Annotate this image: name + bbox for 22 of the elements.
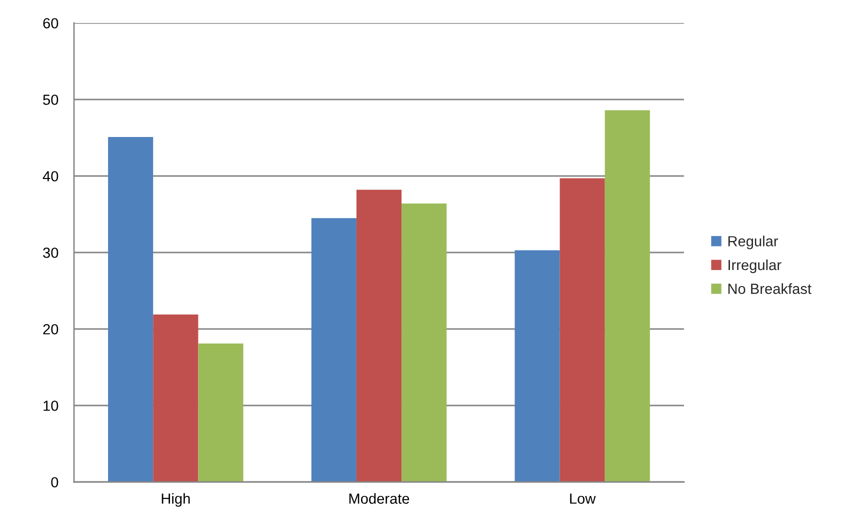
bar [604,110,650,482]
y-tick-label: 60 [43,18,58,28]
y-tick-label: 30 [43,248,58,258]
y-tick-label: 0 [51,477,58,488]
bar [560,178,605,482]
bar [514,250,560,482]
y-tick-label: 50 [43,94,58,105]
bar [311,218,356,482]
bar [108,136,154,482]
bar [153,314,198,482]
y-tick-label: 40 [42,171,58,182]
legend-label: Regular [728,236,778,250]
y-tick-label: 20 [43,324,58,334]
bar [356,190,402,482]
y-tick-label: 10 [44,400,58,411]
bar [198,344,244,482]
x-tick-label: High [162,493,190,507]
legend-label: Irregular [728,259,782,274]
x-tick-label: Moderate [349,493,410,504]
x-tick-label: Low [570,494,596,504]
bar [402,204,447,482]
legend-label: No Breakfast [728,283,812,294]
